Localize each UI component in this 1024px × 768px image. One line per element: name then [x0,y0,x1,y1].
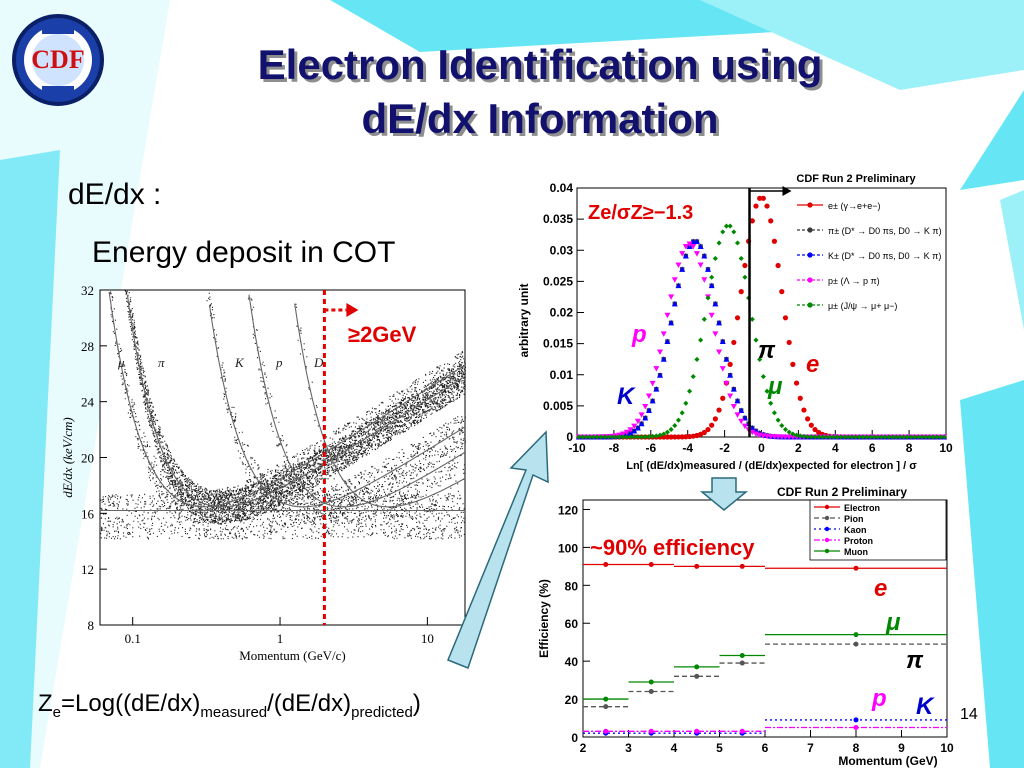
ze-formula: Ze=Log((dE/dx)measured/(dE/dx)predicted) [38,690,421,721]
title-line-1: Electron Identification using [257,41,823,88]
cdf-logo-text: CDF [31,45,84,74]
page-number: 14 [960,706,978,723]
title-line-2: dE/dx Information [361,95,719,142]
bullet-dedx: dE/dx : [68,178,162,211]
cdf-logo: CDF [12,14,104,106]
bullet-energy-deposit: Energy deposit in COT [92,236,396,269]
slide-title: Electron Identification using dE/dx Info… [150,38,930,146]
